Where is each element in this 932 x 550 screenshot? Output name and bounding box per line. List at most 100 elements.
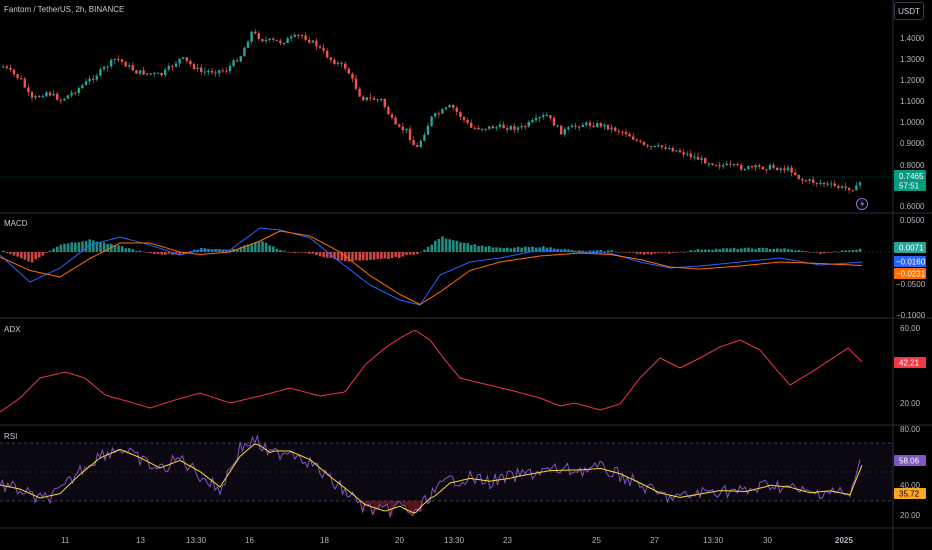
candle bbox=[758, 163, 761, 170]
macd-bar bbox=[776, 248, 779, 252]
candle bbox=[855, 182, 858, 191]
macd-bar bbox=[257, 241, 261, 252]
macd-bar bbox=[588, 250, 592, 252]
candle bbox=[48, 90, 52, 97]
candle bbox=[851, 189, 854, 192]
macd-bar bbox=[282, 250, 286, 252]
bar-countdown: 57:51 bbox=[899, 182, 920, 191]
macd-bar bbox=[326, 252, 329, 258]
adx-axis[interactable]: 60.00 20.00 bbox=[900, 324, 921, 408]
macd-bar bbox=[826, 252, 829, 253]
price-tick: 0.9000 bbox=[900, 139, 925, 148]
chart-title: Fantom / TetherUS, 2h, BINANCE bbox=[4, 5, 125, 14]
time-tick: 13:30 bbox=[186, 536, 207, 545]
macd-bar bbox=[848, 250, 851, 252]
price-tick: 1.2000 bbox=[900, 76, 925, 85]
macd-bar bbox=[642, 252, 646, 255]
macd-bar bbox=[563, 248, 567, 252]
candle bbox=[524, 124, 527, 130]
price-axis[interactable]: 1.4000 1.3000 1.2000 1.1000 1.0000 0.900… bbox=[900, 34, 925, 211]
time-tick: 25 bbox=[592, 536, 601, 545]
rsi-fill-bar bbox=[385, 501, 388, 506]
macd-bar bbox=[466, 243, 469, 252]
candle bbox=[783, 165, 786, 174]
rsi-tick: 40.00 bbox=[900, 481, 921, 490]
macd-bar bbox=[779, 248, 783, 252]
candle bbox=[574, 122, 577, 130]
macd-axis[interactable]: 0.0500 −0.0500 −0.1000 bbox=[896, 216, 926, 320]
macd-bar bbox=[210, 249, 214, 252]
candle bbox=[16, 73, 19, 81]
macd-bar bbox=[45, 252, 48, 253]
macd-bar bbox=[365, 252, 369, 261]
time-axis[interactable]: 11 13 13:30 16 18 20 13:30 23 25 27 13:3… bbox=[61, 536, 853, 545]
macd-hist-value: 0.0071 bbox=[899, 244, 924, 253]
macd-bar bbox=[747, 247, 750, 252]
macd-bar bbox=[250, 244, 253, 252]
macd-bar bbox=[308, 252, 311, 254]
macd-bar bbox=[426, 246, 430, 252]
candle bbox=[110, 58, 113, 69]
candle bbox=[300, 34, 304, 39]
candle bbox=[570, 123, 574, 128]
candle bbox=[380, 98, 383, 103]
macd-bar bbox=[581, 250, 585, 252]
candle bbox=[38, 94, 41, 98]
candle bbox=[70, 89, 73, 98]
macd-bar bbox=[448, 239, 451, 252]
candle bbox=[660, 145, 664, 150]
macd-bar bbox=[333, 252, 336, 260]
macd-bar bbox=[621, 251, 624, 253]
rsi-fill-bar bbox=[407, 501, 411, 512]
macd-bar bbox=[736, 249, 739, 252]
rsi-fill-bar bbox=[417, 501, 421, 510]
rsi-axis[interactable]: 80.00 40.00 20.00 bbox=[900, 425, 921, 520]
time-tick: 2025 bbox=[835, 536, 853, 545]
macd-bar bbox=[106, 243, 109, 252]
candle bbox=[2, 64, 5, 68]
macd-bar bbox=[444, 238, 448, 252]
candle bbox=[567, 126, 570, 132]
macd-bar bbox=[819, 252, 822, 254]
macd-bar bbox=[153, 252, 156, 255]
candle bbox=[822, 182, 826, 188]
macd-bar bbox=[599, 250, 603, 252]
macd-bar bbox=[617, 252, 621, 253]
macd-bar bbox=[246, 244, 250, 252]
macd-bar bbox=[815, 252, 819, 253]
macd-bar bbox=[221, 249, 225, 252]
macd-bar bbox=[596, 250, 599, 252]
candle bbox=[700, 155, 703, 164]
macd-bar bbox=[167, 252, 171, 254]
macd-bar bbox=[549, 247, 552, 252]
candle bbox=[466, 117, 469, 125]
macd-bar bbox=[833, 251, 837, 252]
lightning-icon[interactable] bbox=[856, 198, 868, 210]
candle bbox=[786, 164, 790, 172]
rsi-line bbox=[0, 433, 861, 519]
macd-bar bbox=[722, 248, 725, 252]
macd-bar bbox=[434, 240, 437, 252]
candle bbox=[732, 163, 736, 168]
macd-bar bbox=[27, 252, 30, 262]
macd-bar bbox=[376, 252, 379, 260]
candle bbox=[275, 39, 278, 42]
adx-value: 42.21 bbox=[899, 359, 920, 368]
currency-button[interactable]: USDT bbox=[894, 2, 924, 20]
candle bbox=[826, 180, 829, 187]
macd-histogram bbox=[2, 236, 862, 263]
macd-tick: 0.0500 bbox=[900, 216, 925, 225]
time-tick: 18 bbox=[320, 536, 329, 545]
candle bbox=[236, 57, 239, 63]
macd-signal-value: −0.0231 bbox=[896, 270, 926, 279]
candle bbox=[556, 124, 559, 128]
candle bbox=[9, 64, 12, 73]
macd-bar bbox=[452, 240, 455, 252]
time-tick: 13 bbox=[136, 536, 145, 545]
macd-bar bbox=[128, 248, 131, 252]
macd-bar bbox=[718, 249, 721, 252]
candle bbox=[340, 61, 343, 68]
macd-bar bbox=[84, 240, 88, 252]
rsi-tick: 20.00 bbox=[900, 511, 921, 520]
